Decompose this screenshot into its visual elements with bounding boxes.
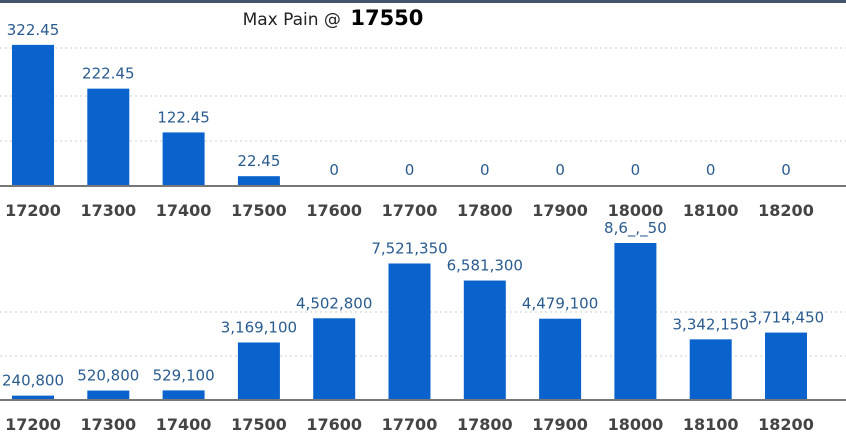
top-category-label: 17200 xyxy=(5,201,61,220)
bottom-bar-17300 xyxy=(87,390,130,400)
top-value-label: 122.45 xyxy=(157,108,210,126)
top-bar-17300 xyxy=(87,88,130,186)
top-category-label: 17700 xyxy=(382,201,438,220)
bottom-category-label: 17500 xyxy=(231,415,287,434)
bottom-category-label: 17900 xyxy=(532,415,588,434)
bottom-category-label: 18100 xyxy=(683,415,739,434)
bottom-category-label: 18200 xyxy=(758,415,814,434)
top-value-label: 0 xyxy=(706,161,716,179)
top-value-label: 0 xyxy=(631,161,641,179)
bottom-category-label: 17300 xyxy=(80,415,136,434)
bottom-value-label: 3,714,450 xyxy=(748,309,824,327)
top-value-label: 222.45 xyxy=(82,65,135,83)
bottom-category-label: 17200 xyxy=(5,415,61,434)
bottom-value-label: 4,502,800 xyxy=(296,294,372,312)
bottom-value-label: 8,6_,_50 xyxy=(604,219,667,238)
bottom-bar-17200 xyxy=(12,395,54,400)
bottom-category-label: 17600 xyxy=(306,415,362,434)
title-prefix: Max Pain @ xyxy=(242,10,341,30)
top-bar-17200 xyxy=(12,44,54,186)
bottom-bar-17600 xyxy=(313,318,356,400)
bottom-value-label: 7,521,350 xyxy=(371,239,447,257)
bottom-category-label: 18000 xyxy=(608,415,664,434)
top-bar-17400 xyxy=(162,132,205,186)
bottom-value-label: 520,800 xyxy=(77,367,139,385)
bottom-value-label: 3,169,100 xyxy=(221,318,297,336)
top-category-label: 17500 xyxy=(231,201,287,220)
chart-title: Max Pain @ 17550 xyxy=(0,6,666,30)
bottom-value-label: 3,342,150 xyxy=(673,315,749,333)
top-value-label: 0 xyxy=(329,161,339,179)
top-value-label: 22.45 xyxy=(237,152,280,170)
bottom-value-label: 6,581,300 xyxy=(447,257,523,275)
top-category-label: 17400 xyxy=(156,201,212,220)
bottom-value-label: 4,479,100 xyxy=(522,295,598,313)
top-category-label: 18200 xyxy=(758,201,814,220)
bottom-bar-17800 xyxy=(463,280,506,400)
top-category-label: 18000 xyxy=(608,201,664,220)
top-chart: 322.45 17200 222.45 17300 122.45 17400 22.45 17… xyxy=(0,21,846,220)
bottom-bar-17500 xyxy=(237,342,280,400)
top-category-label: 17600 xyxy=(306,201,362,220)
bottom-bar-18000 xyxy=(614,243,657,400)
top-category-label: 17800 xyxy=(457,201,513,220)
top-value-label: 0 xyxy=(480,161,490,179)
bottom-category-label: 17700 xyxy=(382,415,438,434)
bottom-bar-18100 xyxy=(689,339,732,400)
bottom-value-label: 240,800 xyxy=(2,372,64,390)
top-category-label: 18100 xyxy=(683,201,739,220)
bottom-bar-17900 xyxy=(539,318,582,400)
bottom-bar-17700 xyxy=(388,263,431,400)
title-value: 17550 xyxy=(350,6,424,30)
top-border xyxy=(0,0,846,3)
bottom-value-label: 529,100 xyxy=(153,366,215,384)
top-value-label: 322.45 xyxy=(7,21,60,39)
bottom-bar-17400 xyxy=(162,390,205,400)
bottom-category-label: 17800 xyxy=(457,415,513,434)
bottom-chart: 240,800 17200 520,800 17300 529,100 17400 3,16… xyxy=(0,219,846,434)
bottom-category-label: 17400 xyxy=(156,415,212,434)
top-bar-17500 xyxy=(237,176,280,186)
top-value-label: 0 xyxy=(781,161,791,179)
bottom-bar-18200 xyxy=(765,332,807,400)
top-value-label: 0 xyxy=(405,161,415,179)
top-category-label: 17900 xyxy=(532,201,588,220)
top-category-label: 17300 xyxy=(80,201,136,220)
top-value-label: 0 xyxy=(555,161,565,179)
